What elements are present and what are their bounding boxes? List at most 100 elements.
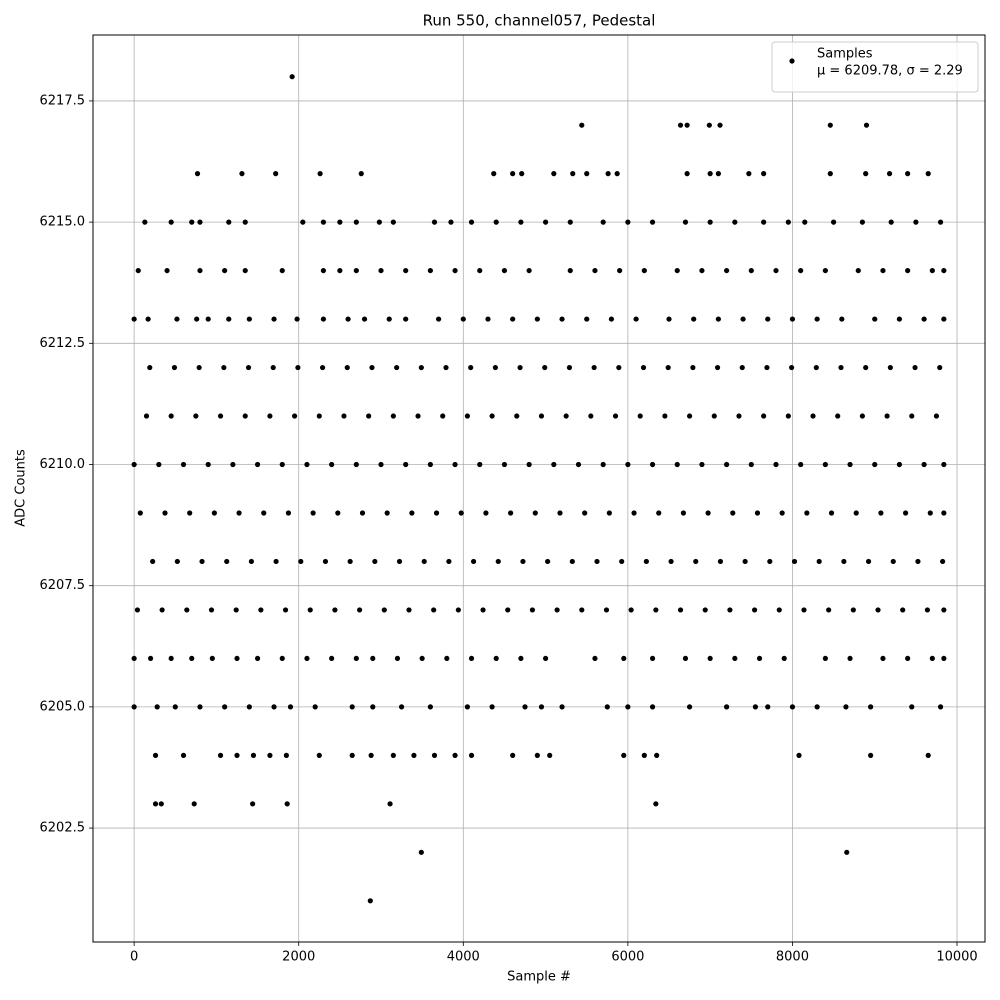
point (477, 461, 483, 468)
point (625, 704, 631, 710)
point (246, 704, 252, 710)
point (444, 655, 450, 662)
point (900, 607, 906, 613)
point (239, 171, 245, 177)
point (224, 558, 230, 565)
point (551, 461, 557, 468)
point (865, 558, 872, 565)
point (736, 413, 742, 419)
point (557, 510, 563, 516)
point (941, 655, 947, 662)
point (446, 558, 452, 565)
point (171, 364, 178, 371)
point (468, 364, 474, 371)
point (761, 171, 767, 177)
point (349, 752, 355, 758)
point (205, 461, 211, 468)
point (764, 364, 770, 371)
point (226, 219, 232, 225)
point (621, 655, 627, 662)
point (765, 316, 771, 322)
point (460, 316, 466, 322)
point (767, 558, 773, 565)
point (591, 364, 597, 371)
point (925, 752, 931, 758)
point (559, 704, 565, 710)
point (929, 655, 935, 662)
point (937, 219, 944, 225)
point (888, 219, 894, 225)
point (575, 461, 582, 468)
point (159, 607, 165, 613)
point (674, 267, 680, 274)
point (662, 413, 668, 419)
point (715, 171, 721, 177)
point (724, 461, 730, 468)
point (822, 655, 828, 662)
point (643, 558, 649, 565)
point (254, 655, 261, 662)
point (542, 364, 548, 371)
point (532, 510, 538, 516)
point (455, 607, 461, 613)
point (335, 510, 341, 516)
point (495, 558, 501, 565)
point (913, 219, 919, 225)
point (242, 267, 248, 274)
point (381, 607, 387, 613)
point (756, 655, 763, 662)
point (526, 267, 532, 274)
point (822, 461, 828, 468)
point (641, 267, 647, 274)
point (329, 461, 335, 468)
point (612, 413, 619, 419)
point (941, 461, 947, 468)
point (621, 752, 627, 758)
point (940, 558, 946, 565)
point (538, 413, 545, 419)
point (813, 364, 819, 371)
point (197, 704, 203, 710)
point (847, 461, 853, 468)
point (796, 752, 802, 758)
point (279, 461, 285, 468)
point (625, 219, 631, 225)
point (353, 655, 359, 662)
point (707, 655, 713, 662)
point (258, 607, 264, 613)
point (320, 316, 327, 322)
point (933, 413, 940, 419)
point (717, 558, 724, 565)
point (279, 655, 285, 662)
point (189, 219, 195, 225)
point (180, 461, 187, 468)
point (312, 704, 318, 710)
point (617, 267, 623, 274)
point (347, 558, 353, 565)
point (370, 655, 376, 662)
point (526, 461, 532, 468)
point (682, 219, 689, 225)
point (421, 558, 427, 565)
point (594, 558, 600, 565)
point (827, 171, 833, 177)
point (329, 655, 335, 662)
point (510, 316, 516, 322)
point (168, 655, 174, 662)
point (927, 510, 933, 516)
point (372, 558, 378, 565)
point (427, 704, 433, 710)
point (191, 801, 197, 807)
point (390, 219, 396, 225)
x-tick-label: 10000 (936, 950, 977, 965)
point (785, 219, 791, 225)
point (868, 752, 874, 758)
point (221, 364, 227, 371)
point (242, 413, 248, 419)
point (508, 510, 514, 516)
point (197, 219, 203, 225)
point (684, 171, 690, 177)
point (826, 607, 832, 613)
point (366, 413, 372, 419)
